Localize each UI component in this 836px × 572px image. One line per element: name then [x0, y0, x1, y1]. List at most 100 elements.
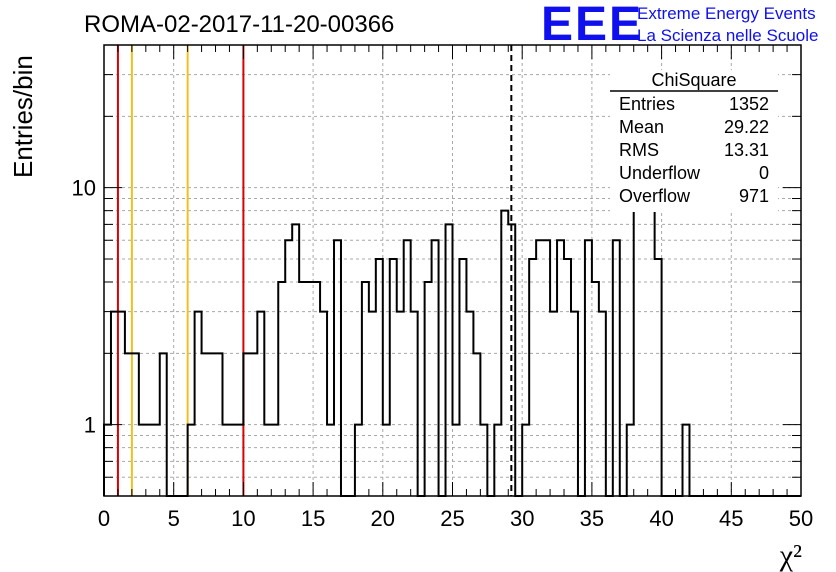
x-tick-label: 45	[719, 506, 743, 531]
histogram-bin	[432, 240, 439, 496]
marker-lines	[116, 45, 513, 496]
histogram-bin	[411, 312, 418, 496]
x-tick-label: 15	[301, 506, 325, 531]
histogram-bin	[229, 425, 236, 496]
histogram-bin	[627, 425, 634, 496]
histogram-bin	[146, 425, 153, 496]
histogram-bin	[132, 353, 139, 496]
histogram-bin	[383, 425, 390, 496]
histogram-bin	[404, 240, 411, 496]
x-tick-label: 30	[510, 506, 534, 531]
histogram-bin	[271, 425, 278, 496]
histogram-bin	[334, 240, 341, 496]
y-axis-label: Entries/bin	[8, 55, 38, 178]
x-tick-label: 20	[371, 506, 395, 531]
stats-row-label: Entries	[619, 94, 675, 114]
stats-title: ChiSquare	[651, 70, 736, 90]
histogram-bin	[543, 240, 550, 496]
histogram-bin	[494, 425, 501, 496]
histogram-bin	[362, 282, 369, 496]
histogram-bin	[508, 224, 515, 496]
histogram-bin	[118, 312, 125, 496]
histogram-bin	[564, 259, 571, 496]
tick-labels: 0 5 10 15 20 25 30 35 40 45 50 1 10	[72, 176, 814, 531]
histogram-bin	[592, 282, 599, 496]
histogram-bin	[585, 240, 592, 496]
histogram-bin	[613, 240, 620, 496]
histogram-bin	[529, 259, 536, 496]
histogram-bin	[111, 312, 118, 496]
histogram-bin	[188, 425, 195, 496]
histogram-bin	[459, 259, 466, 496]
stats-row-value: 29.22	[724, 117, 769, 137]
histogram-bin	[466, 312, 473, 496]
plot-title: ROMA-02-2017-11-20-00366	[84, 11, 394, 38]
x-tick-label: 10	[231, 506, 255, 531]
stats-row-value: 1352	[729, 94, 769, 114]
histogram-bin	[648, 199, 655, 496]
histogram-bin	[278, 282, 285, 496]
y-tick-label: 1	[84, 413, 96, 438]
histogram-bin	[222, 425, 229, 496]
stats-box-background	[610, 70, 778, 212]
histogram-bin	[550, 312, 557, 496]
brand-line-1: Extreme Energy Events	[637, 4, 816, 23]
histogram-bin	[250, 353, 257, 496]
stats-row-label: RMS	[619, 140, 659, 160]
eee-branding: EEE Extreme Energy Events La Scienza nel…	[541, 0, 818, 51]
histogram-bin	[313, 282, 320, 496]
histogram-bin	[501, 211, 508, 496]
histogram-bin	[139, 425, 146, 496]
histogram-bin	[125, 353, 132, 496]
x-tick-label: 25	[440, 506, 464, 531]
histogram-bin	[571, 312, 578, 496]
histogram-bin	[473, 353, 480, 496]
brand-line-2: La Scienza nelle Scuole	[637, 26, 818, 45]
histogram-bin	[264, 425, 271, 496]
stats-row-value: 13.31	[724, 140, 769, 160]
histogram-bin	[480, 425, 487, 496]
x-tick-label: 5	[168, 506, 180, 531]
x-tick-label: 40	[649, 506, 673, 531]
histogram-bin	[306, 282, 313, 496]
y-tick-label: 10	[72, 176, 96, 201]
histogram-bin	[160, 353, 167, 496]
histogram-bin	[683, 425, 690, 496]
histogram-bin	[641, 178, 648, 496]
stats-row-label: Mean	[619, 117, 664, 137]
histogram-bin	[599, 312, 606, 496]
histogram-bin	[355, 425, 362, 496]
stats-row-value: 971	[739, 186, 769, 206]
histogram-bin	[369, 312, 376, 496]
stats-row-label: Underflow	[619, 163, 701, 183]
histogram-bin	[376, 259, 383, 496]
histogram-bin	[425, 282, 432, 496]
histogram-bin	[557, 240, 564, 496]
histogram-bin	[327, 425, 334, 496]
histogram-bin	[216, 353, 223, 496]
x-tick-label: 50	[789, 506, 813, 531]
histogram-bin	[202, 353, 209, 496]
histogram-bin	[390, 259, 397, 496]
histogram-bin	[236, 425, 243, 496]
x-axis-label: χ²	[779, 539, 802, 572]
x-tick-label: 35	[580, 506, 604, 531]
histogram-bin	[634, 178, 641, 496]
histogram-bin	[320, 312, 327, 496]
histogram-bin	[257, 312, 264, 496]
histogram-bin	[285, 240, 292, 496]
histogram-bin	[536, 240, 543, 496]
stats-row-value: 0	[759, 163, 769, 183]
histogram-bin	[153, 425, 160, 496]
histogram-bin	[522, 425, 529, 496]
histogram-bin	[453, 425, 460, 496]
stats-box: ChiSquare Entries 1352 Mean 29.22 RMS 13.31 Un…	[610, 70, 778, 212]
histogram-bin	[195, 312, 202, 496]
histogram-bin	[446, 224, 453, 496]
histogram-bin	[209, 353, 216, 496]
histogram-bin	[243, 353, 250, 496]
histogram-bins	[103, 176, 801, 497]
eee-logo: EEE	[541, 0, 643, 51]
stats-row-label: Overflow	[619, 186, 691, 206]
